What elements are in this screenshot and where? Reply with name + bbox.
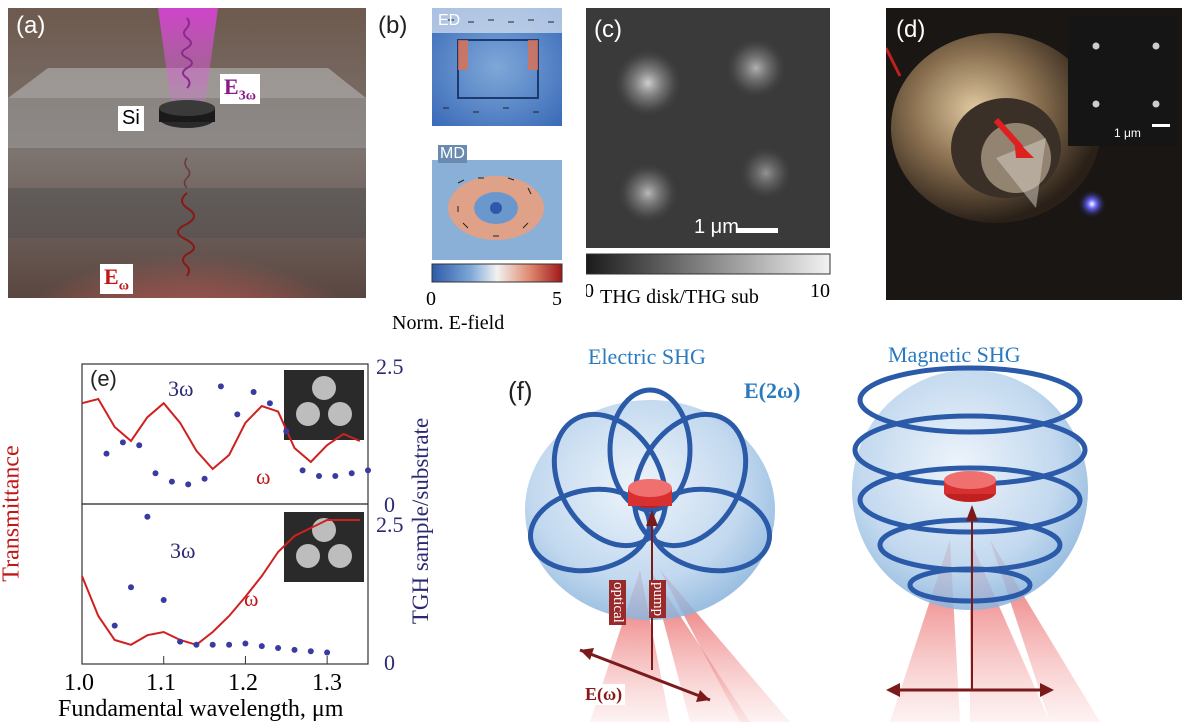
series-3w-point xyxy=(266,400,273,407)
series-3w-point xyxy=(193,641,200,648)
series-3w-point xyxy=(185,481,192,488)
series-3w-point xyxy=(348,470,355,477)
panel-b-fields xyxy=(431,8,563,283)
chart-e-ylabel-left: Transmittance xyxy=(0,445,25,582)
series-3w-point xyxy=(242,640,249,647)
series-3w-point xyxy=(144,513,151,520)
series-3w-point xyxy=(324,649,331,656)
panel-f-illustration xyxy=(525,365,1100,722)
series-3w-point xyxy=(234,411,241,418)
panel-d-inset-scalebar: 1 μm xyxy=(1114,126,1141,140)
chart-e-bot-w-label: ω xyxy=(244,586,259,611)
series-3w-point xyxy=(217,383,224,390)
chart-e-xtick-3: 1.3 xyxy=(312,670,342,696)
series-3w-point xyxy=(128,584,134,591)
series-3w-point xyxy=(365,467,371,474)
chart-e-xtick-0: 1.0 xyxy=(64,670,94,696)
ed-label: ED xyxy=(438,12,461,29)
panel-e: (e) Transmittance TGH sample/substrate F… xyxy=(0,340,460,722)
optical-label: optical xyxy=(609,580,626,625)
e2w-label: E(2ω) xyxy=(744,378,801,403)
chart-e-top-w-label: ω xyxy=(256,464,271,489)
md-label: MD xyxy=(438,145,467,163)
e3w-main: E xyxy=(224,74,239,99)
series-3w-point xyxy=(250,389,257,395)
colorbar-b-max: 5 xyxy=(552,288,562,310)
panel-d-label: (d) xyxy=(896,16,926,43)
series-3w-point xyxy=(258,643,265,650)
series-3w-point xyxy=(291,646,298,653)
chart-e-bot-3w-label: 3ω xyxy=(170,538,196,563)
chart-e-bot-rtick-max: 2.5 xyxy=(376,512,404,537)
panel-c-image xyxy=(586,8,831,275)
series-3w-point xyxy=(299,467,306,474)
pump-label: pump xyxy=(649,580,666,619)
series-3w-point xyxy=(332,473,339,479)
chart-e-top-series xyxy=(81,383,371,488)
magnetic-shg-title: Magnetic SHG xyxy=(888,342,1021,367)
series-3w-point xyxy=(168,478,175,485)
magnetic-shg-diagram xyxy=(852,365,1100,722)
ew-label: Eω xyxy=(100,264,133,295)
series-3w-point xyxy=(209,641,216,648)
series-3w-point xyxy=(160,597,167,603)
panel-f-label: (f) xyxy=(508,376,533,406)
series-3w-point xyxy=(103,450,110,457)
series-3w-point xyxy=(136,442,143,449)
colorbar-b-min: 0 xyxy=(426,288,436,310)
panel-e-chart xyxy=(81,363,371,665)
e3w-label: E3ω xyxy=(220,74,260,105)
chart-e-top-rtick-min: 0 xyxy=(384,492,395,517)
panel-c-scalebar: 1 μm xyxy=(694,216,739,238)
panel-a: (a) Si E3ω Eω xyxy=(8,8,366,298)
chart-e-top-3w-label: 3ω xyxy=(168,376,194,401)
series-w-line xyxy=(81,519,360,646)
series-3w-point xyxy=(119,439,126,446)
series-3w-point xyxy=(177,638,184,645)
chart-e-top-rtick-max: 2.5 xyxy=(376,354,404,379)
series-3w-point xyxy=(283,428,290,435)
panel-a-label: (a) xyxy=(16,12,46,39)
electric-shg-title: Electric SHG xyxy=(588,344,706,369)
chart-e-xtick-1: 1.1 xyxy=(146,670,176,696)
series-3w-point xyxy=(307,648,314,655)
colorbar-c-title: THG disk/THG sub xyxy=(600,286,759,308)
series-3w-point xyxy=(316,473,322,479)
series-3w-point xyxy=(111,622,118,629)
panel-f: Electric SHG Magnetic SHG (f) E(2ω) E(ω)… xyxy=(490,340,1190,722)
series-3w-point xyxy=(226,641,233,648)
electric-shg-diagram xyxy=(525,387,790,722)
panel-a-illustration xyxy=(8,8,366,298)
chart-e-xtick-2: 1.2 xyxy=(228,670,258,696)
panel-b: (b) ED MD 0 5 Norm. E-field xyxy=(378,8,578,338)
si-label: Si xyxy=(118,106,144,131)
ew-sub: ω xyxy=(118,278,129,294)
ew-arrow-label: E(ω) xyxy=(582,684,626,705)
panel-c-label: (c) xyxy=(594,16,622,43)
panel-d-photo xyxy=(886,8,1182,300)
panel-e-label: (e) xyxy=(90,366,117,391)
series-w-line xyxy=(81,397,361,471)
series-3w-point xyxy=(152,470,159,477)
e3w-sub: 3ω xyxy=(238,88,256,104)
series-3w-point xyxy=(201,475,208,482)
colorbar-c-min: 0 xyxy=(586,280,594,302)
panel-d: (d) 1 μm xyxy=(886,8,1182,300)
ew-main: E xyxy=(104,264,119,289)
chart-e-xlabel: Fundamental wavelength, μm xyxy=(58,696,344,722)
series-3w-point xyxy=(275,645,282,651)
panel-b-label: (b) xyxy=(378,12,408,39)
chart-e-bot-rtick-min: 0 xyxy=(384,650,395,675)
chart-e-ticks xyxy=(81,656,328,664)
colorbar-b-title: Norm. E-field xyxy=(392,312,505,334)
chart-e-ylabel-right: TGH sample/substrate xyxy=(408,417,434,625)
chart-e-bottom-series xyxy=(81,513,360,656)
colorbar-c-max: 10 xyxy=(810,280,830,302)
panel-c: (c) 1 μm 0 THG disk/THG sub 10 xyxy=(586,8,846,312)
